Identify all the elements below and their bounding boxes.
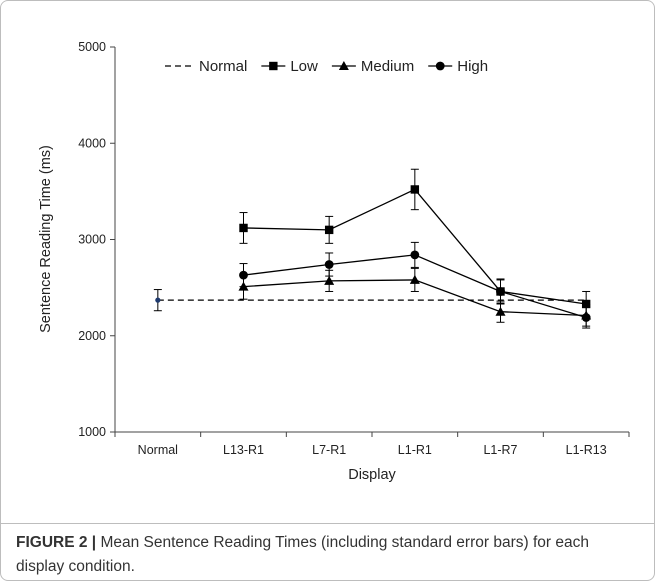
legend-label: Low — [290, 58, 318, 75]
y-tick-label: 3000 — [78, 233, 106, 247]
legend-marker — [435, 61, 445, 71]
legend-item-high: High — [428, 58, 488, 75]
y-tick-label: 2000 — [78, 329, 106, 343]
caption-divider — [1, 523, 654, 524]
y-tick-label: 1000 — [78, 425, 106, 439]
caption-lead: FIGURE 2 | — [16, 534, 97, 551]
x-tick-label: L1-R7 — [483, 443, 517, 457]
legend-item-normal: Normal — [165, 58, 247, 75]
caption-text: Mean Sentence Reading Times (including s… — [16, 534, 589, 575]
legend-label: High — [457, 58, 488, 75]
normal-series — [153, 289, 587, 312]
legend-marker — [269, 61, 278, 71]
data-point — [496, 287, 505, 296]
data-point — [239, 223, 248, 233]
data-point — [239, 270, 248, 280]
x-tick-label: L13-R1 — [223, 443, 264, 457]
normal-point — [155, 297, 161, 303]
legend-marker — [338, 61, 349, 70]
x-tick-label: L1-R1 — [398, 443, 432, 457]
data-point — [409, 274, 420, 284]
y-tick-label: 4000 — [78, 136, 106, 150]
series-layer — [238, 168, 592, 329]
legend-item-medium: Medium — [331, 58, 414, 75]
data-point — [581, 313, 591, 322]
data-point — [581, 299, 591, 309]
chart: 1000 2000 3000 4000 5000 Normal L13-R1 L7-R1 L1-… — [38, 40, 630, 483]
x-tick-label: Normal — [138, 443, 178, 457]
series-high — [239, 241, 591, 329]
data-point — [495, 306, 506, 316]
y-tick-label: 5000 — [78, 40, 106, 54]
figure-caption: FIGURE 2 | Mean Sentence Reading Times (… — [16, 531, 641, 579]
data-point — [410, 185, 420, 194]
x-tick-label: L7-R1 — [312, 443, 346, 457]
legend: Normal Low Medium High — [165, 58, 488, 75]
x-axis-title: Display — [348, 467, 396, 483]
data-point — [324, 275, 335, 285]
legend-label: Normal — [199, 58, 247, 75]
x-tick-label: L1-R13 — [566, 443, 607, 457]
data-point — [410, 250, 420, 260]
y-axis-title: Sentence Reading Time (ms) — [38, 145, 54, 333]
data-point — [324, 225, 334, 235]
series-low — [239, 168, 591, 317]
data-point — [324, 260, 334, 269]
chart-axes: 1000 2000 3000 4000 5000 Normal L13-R1 L7-R1 L1-… — [78, 40, 630, 457]
legend-label: Medium — [361, 58, 414, 75]
legend-item-low: Low — [261, 58, 318, 75]
